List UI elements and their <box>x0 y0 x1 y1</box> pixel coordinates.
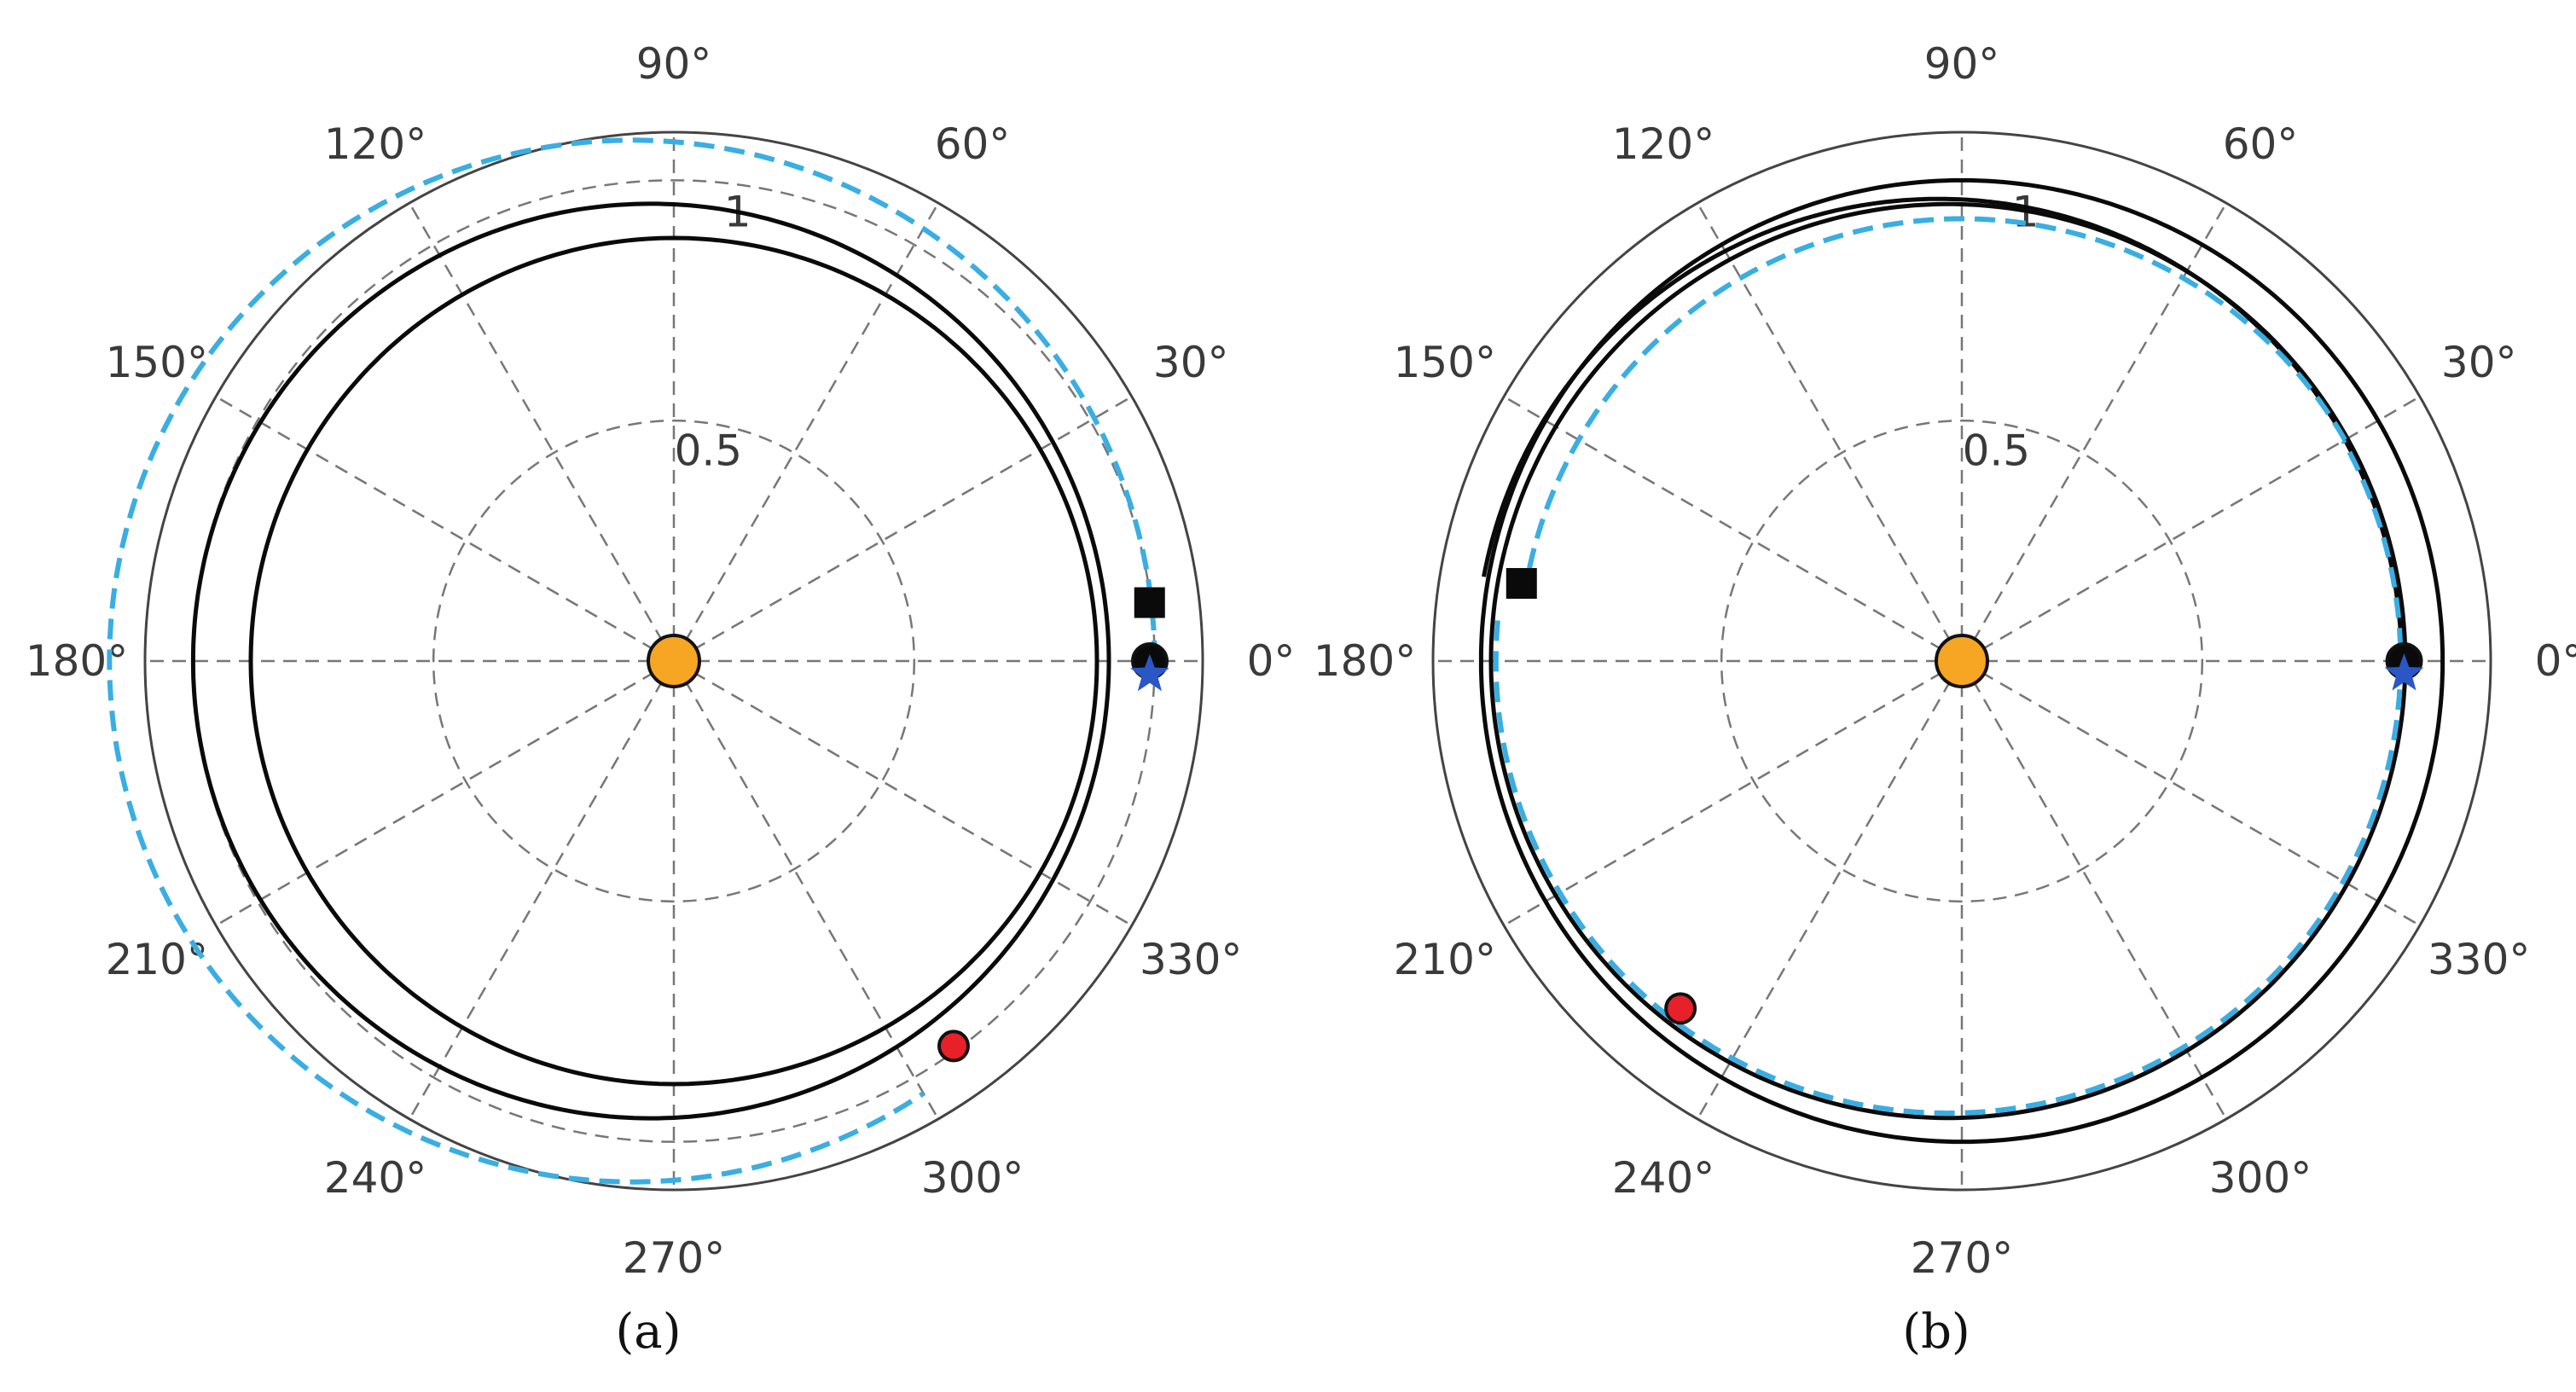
solid-orbit-curve <box>190 201 1111 1121</box>
angular-grid-spoke <box>1503 659 1963 927</box>
radial-grid-circle <box>1720 419 2204 903</box>
angular-grid-spoke <box>408 660 676 1120</box>
angle-tick-label: 300° <box>2209 1153 2312 1203</box>
angle-tick-label: 330° <box>2428 935 2530 984</box>
angle-tick-label: 300° <box>921 1153 1024 1203</box>
star-marker <box>1130 653 1169 692</box>
angle-tick-label: 60° <box>2223 119 2299 169</box>
solid-orbit-curve <box>1482 196 2404 661</box>
angle-tick-label: 180° <box>26 636 128 686</box>
outer-ring <box>143 130 1204 1192</box>
angle-tick-label: 240° <box>324 1153 426 1203</box>
solid-orbit-curve <box>1478 177 2445 1145</box>
angular-grid-spoke <box>1696 202 1964 662</box>
radial-tick-label: 0.5 <box>1963 426 2031 475</box>
red-circle-marker <box>1664 992 1697 1025</box>
angular-grid-spoke <box>1961 659 2421 927</box>
central-body-marker <box>1935 634 1989 688</box>
angular-grid-spoke <box>1503 395 1963 663</box>
angle-tick-label: 0° <box>1247 636 1296 686</box>
dashed-orbit-curve <box>1523 216 2347 585</box>
angular-grid-spoke <box>1696 660 1964 1120</box>
panel-label: (b) <box>1902 1304 1970 1360</box>
angle-tick-label: 90° <box>1924 39 2000 89</box>
radial-grid-circle <box>432 419 916 903</box>
angular-grid-spoke <box>215 659 675 927</box>
angle-tick-label: 210° <box>1394 935 1496 984</box>
angle-tick-label: 90° <box>636 39 712 89</box>
angle-tick-label: 240° <box>1612 1153 1714 1203</box>
polar-panel-a: 0°30°60°90°120°150°180°210°240°270°300°3… <box>26 39 1296 1360</box>
angle-tick-label: 60° <box>935 119 1011 169</box>
angle-tick-label: 30° <box>1153 338 1229 387</box>
dashed-orbit-curve <box>1493 439 2404 1116</box>
panel-label: (a) <box>615 1304 681 1360</box>
angular-grid-spoke <box>408 202 676 662</box>
angular-grid-spoke <box>673 395 1133 663</box>
red-circle-marker <box>937 1030 970 1063</box>
square-marker <box>1506 567 1537 599</box>
polar-panel-b: 0° 30° 60° 90° 120° 150° 180° 210° 240° 270° 300° 3… <box>1314 39 2576 1360</box>
angle-tick-label: 270° <box>623 1233 725 1283</box>
angle-tick-label: 330° <box>1140 935 1242 984</box>
angle-tick-label: 120° <box>324 119 426 169</box>
angular-grid-spoke <box>672 660 940 1120</box>
angle-tick-label: 150° <box>1394 338 1496 387</box>
angle-tick-label: 0° <box>2535 636 2576 686</box>
angular-grid-spoke <box>1961 395 2421 663</box>
angle-tick-label: 150° <box>106 338 208 387</box>
star-marker <box>2384 653 2424 691</box>
dashed-orbit-curve <box>107 137 1157 1185</box>
angle-tick-label: 270° <box>1911 1233 2013 1283</box>
solid-orbit-curve <box>1488 201 2408 1121</box>
angle-tick-label: 120° <box>1612 119 1714 169</box>
solid-orbit-curve <box>248 235 1099 1087</box>
angular-grid-spoke <box>215 395 675 663</box>
outer-ring <box>1431 130 2492 1192</box>
angle-tick-label: 30° <box>2441 338 2517 387</box>
angle-tick-label: 180° <box>1314 636 1416 686</box>
central-body-marker <box>647 634 701 688</box>
square-marker <box>1134 587 1165 618</box>
angular-grid-spoke <box>673 659 1133 927</box>
radial-tick-label: 0.5 <box>675 426 743 475</box>
